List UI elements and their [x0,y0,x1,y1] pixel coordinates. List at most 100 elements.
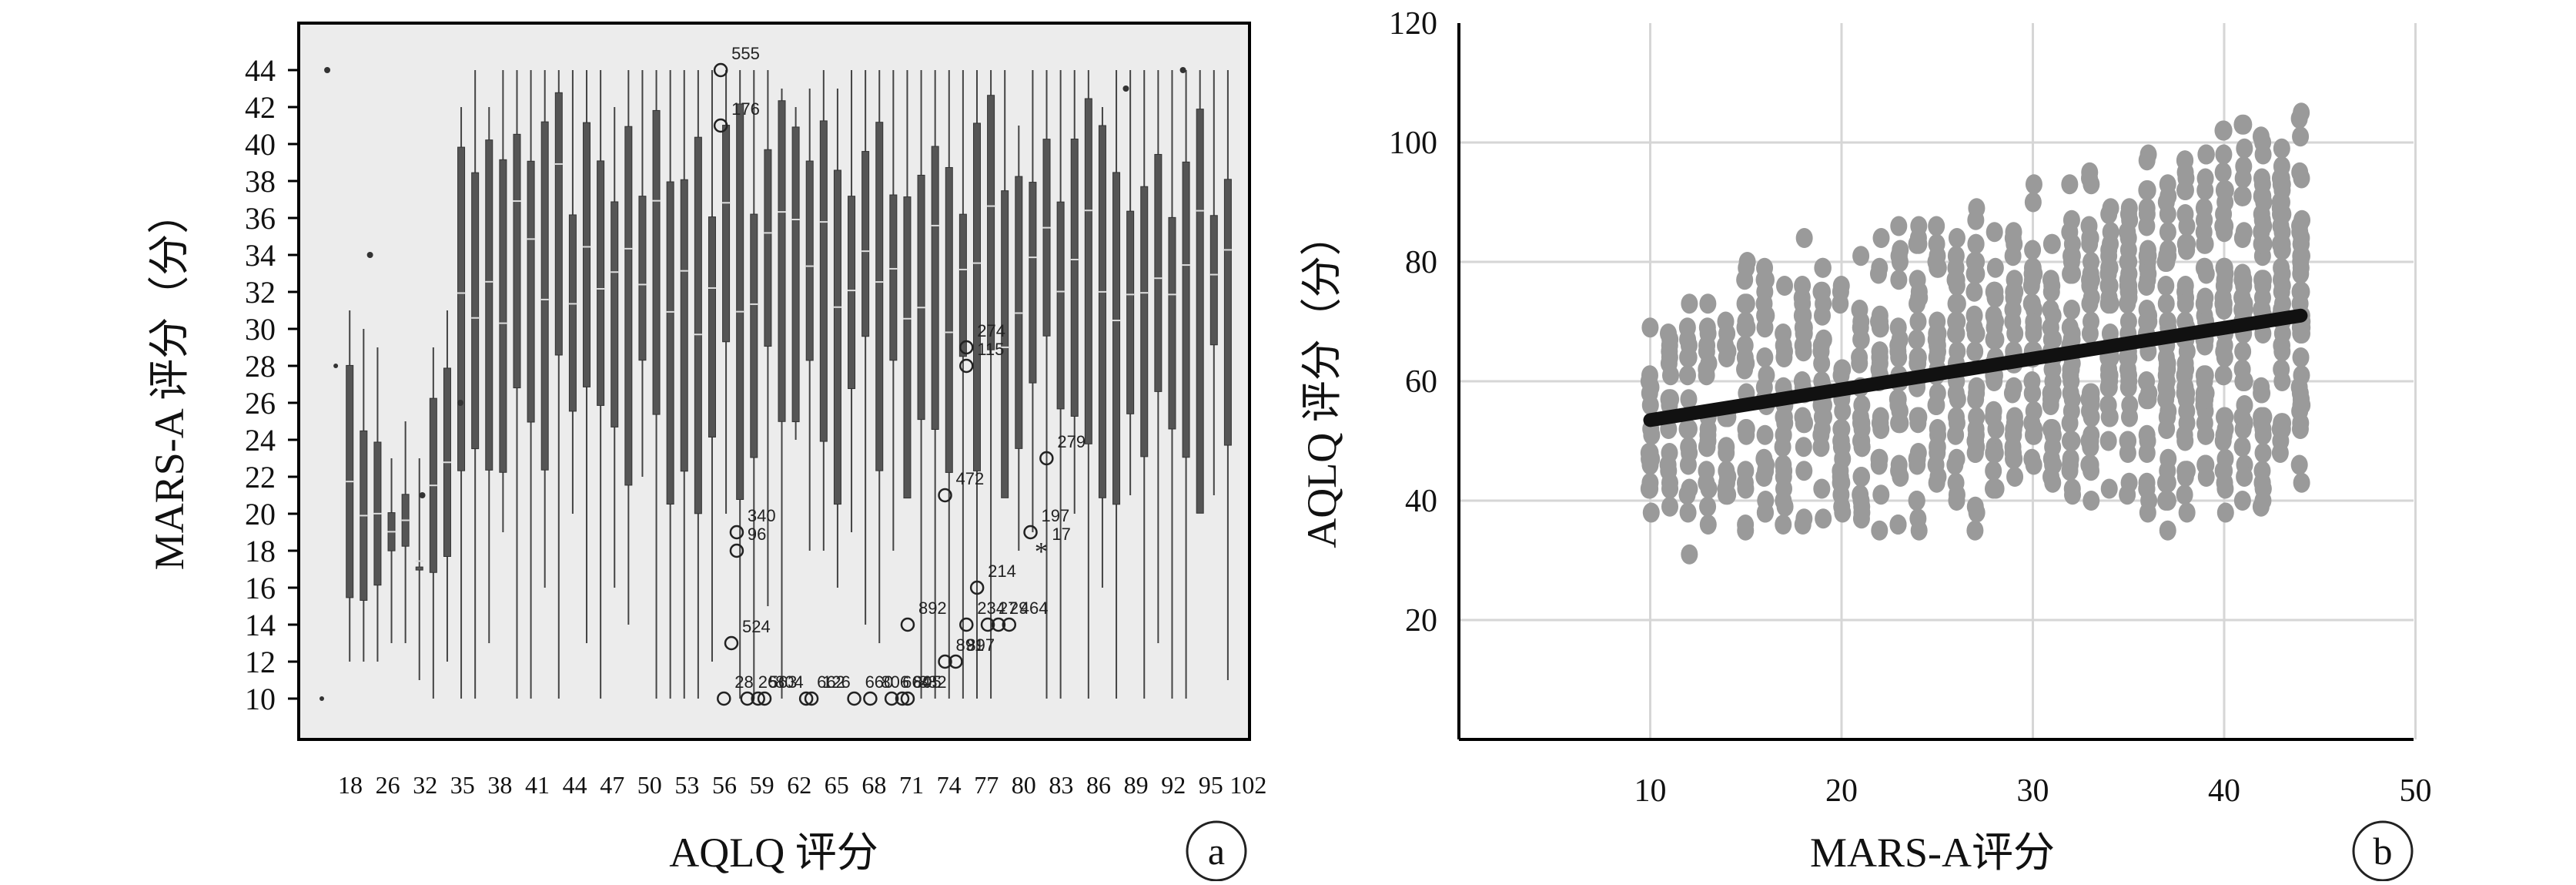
scatter-point [1929,437,1946,458]
scatter-point [2178,401,2196,421]
scatter-point [2176,424,2193,445]
scatter-point [2216,478,2234,499]
panel-a-y-tick-label: 42 [245,90,276,125]
outlier-extreme-marker: * [1035,538,1048,566]
scatter-point [2196,233,2214,254]
panel-a-x-tick-label: 74 [937,771,962,799]
scatter-point [1795,461,1813,481]
scatter-point [2292,126,2310,147]
scatter-point [2272,216,2290,236]
outlier-marker [938,488,952,503]
box-body [931,146,939,431]
scatter-point [2120,365,2138,386]
scatter-point [2099,431,2117,451]
scatter-point [1968,407,1986,427]
box-body [1042,139,1051,337]
scatter-point [2157,491,2175,511]
scatter-point [2025,401,2042,421]
scatter-point [1891,252,1909,272]
scatter-point [1775,461,1793,481]
outlier-marker [959,340,974,355]
outlier-label: 17 [1052,525,1070,544]
scatter-point [1756,424,1774,445]
scatter-point [1852,491,1870,511]
scatter-point [1889,515,1907,535]
scatter-point [2178,461,2196,481]
scatter-point [1661,478,1679,499]
scatter-point [1679,347,1697,367]
panel-a-y-tick-label: 34 [245,238,276,273]
scatter-point [1871,305,1889,326]
panel-a-y-tick-label: 24 [245,423,276,458]
scatter-point [1853,437,1871,458]
box-dot [333,364,339,368]
scatter-point [2215,144,2233,165]
scatter-point [2024,192,2042,213]
panel-b: 20 40 60 80 100 120 10 20 30 40 50 AQLQ 评分（分） MAR… [1299,6,2432,882]
outlier-label: 804 [775,672,804,692]
scatter-point [1966,520,1984,541]
box-body [1112,172,1121,505]
box-body [848,196,856,390]
scatter-point [1640,478,1658,499]
scatter-point [1987,311,2005,332]
scatter-point [2216,263,2234,284]
scatter-point [2158,419,2176,439]
box-body [1209,215,1218,346]
scatter-point [1909,347,1927,367]
outlier-marker [717,691,731,706]
scatter-point [2176,484,2193,505]
panel-a-x-tick-label: 92 [1161,771,1186,799]
scatter-point [2273,192,2290,213]
scatter-point [1814,257,1832,278]
scatter-point [2061,174,2079,195]
scatter-point [1965,281,1983,302]
scatter-point [1949,293,1966,314]
scatter-point [1736,359,1754,380]
scatter-point [2253,461,2271,481]
scatter-point [2176,293,2194,314]
scatter-point [1890,347,1908,367]
scatter-point [1852,311,1870,332]
scatter-point [1870,359,1888,380]
scatter-point [1909,293,1926,314]
scatter-point [1641,317,1659,338]
scatter-point [1927,329,1945,350]
scatter-point [2006,467,2024,487]
scatter-point [2082,228,2099,248]
scatter-point [2157,293,2175,314]
scatter-point [1794,293,1812,314]
scatter-point [2062,401,2080,421]
scatter-point [1776,276,1794,296]
box-body [1126,210,1135,414]
scatter-point [1851,353,1868,374]
box-body [485,139,493,471]
scatter-point [1909,270,1926,290]
scatter-point [2023,263,2041,284]
scatter-point [2005,419,2022,439]
outlier-marker [863,691,878,706]
scatter-point [1910,520,1928,541]
outlier-marker [959,358,974,374]
scatter-point [1987,478,2005,499]
box-body [958,213,967,357]
scatter-point [1910,216,1928,236]
box-body [1084,98,1092,444]
outlier-label: 115 [977,340,1004,359]
outlier-label: 563 [769,672,798,692]
scatter-point [2139,502,2156,523]
scatter-point [1986,329,2004,350]
scatter-point [2138,216,2156,236]
panel-a-y-tick-label: 20 [245,497,276,531]
scatter-point [1872,228,1890,248]
scatter-point [1738,252,1756,272]
outlier-label: 197 [1042,506,1070,525]
scatter-point [2233,437,2251,458]
box-body [638,196,647,361]
panel-a-y-tick-label: 44 [245,53,276,88]
box-body [540,121,549,471]
scatter-point [2293,472,2310,493]
scatter-point [2195,257,2213,278]
scatter-point [1929,311,1946,332]
scatter-point [2216,461,2233,481]
